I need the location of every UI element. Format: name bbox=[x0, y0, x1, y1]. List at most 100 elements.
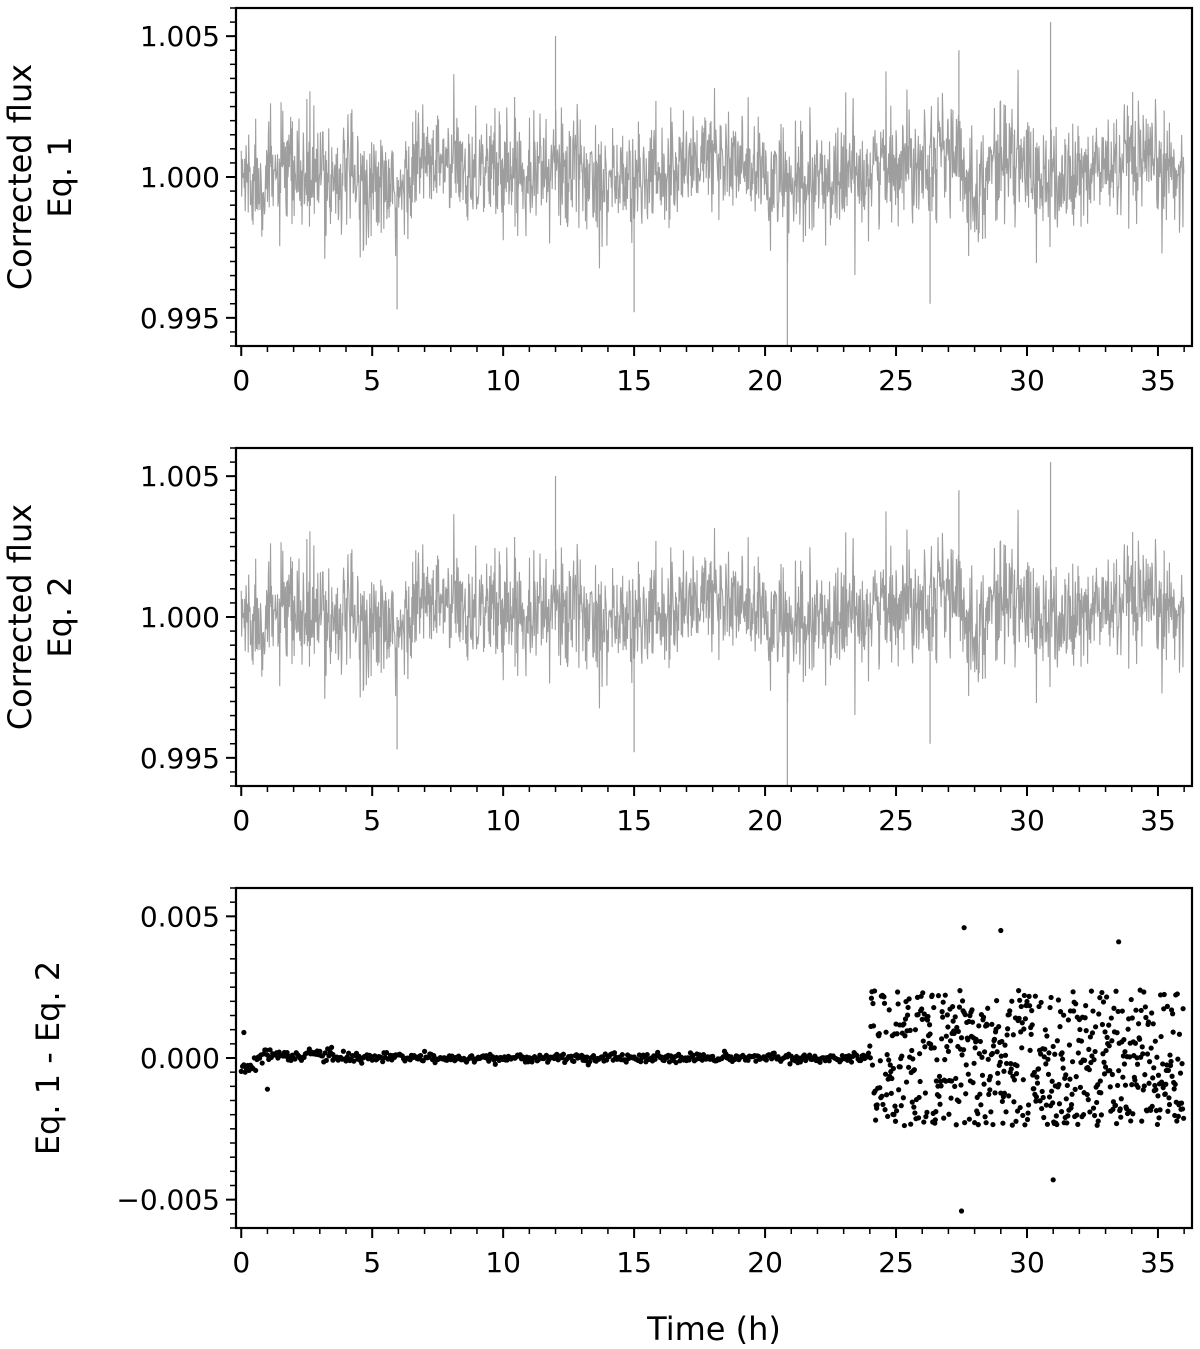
x-tick-label: 0 bbox=[232, 1246, 250, 1279]
data-point bbox=[1178, 1100, 1185, 1106]
data-point bbox=[990, 1121, 996, 1128]
panel-eq1-flux: 0 5 10 15 20 25 30 35 0.995 1.000 1.005 Corrected … bbox=[1, 6, 1194, 397]
data-point bbox=[1038, 999, 1044, 1006]
data-point bbox=[867, 1055, 873, 1061]
data-point bbox=[990, 1043, 997, 1049]
data-point bbox=[965, 1071, 971, 1077]
y-axis-label-line-2: Eq. 1 bbox=[41, 136, 79, 217]
data-point bbox=[1029, 1022, 1035, 1028]
data-point bbox=[1009, 1122, 1015, 1128]
axes: 0 5 10 15 20 25 30 35 0.995 1.000 1.005 bbox=[140, 447, 1185, 837]
data-point bbox=[1056, 1081, 1062, 1088]
data-point bbox=[1177, 1070, 1184, 1076]
data-point bbox=[1141, 1083, 1147, 1089]
data-point bbox=[922, 1044, 928, 1050]
data-point bbox=[380, 1059, 386, 1065]
data-point bbox=[1001, 1090, 1008, 1096]
data-point bbox=[238, 1068, 244, 1074]
panel-difference: 0 5 10 15 20 25 30 35 −0.005 0.000 0.005 Eq. 1 - E… bbox=[29, 886, 1194, 1279]
data-point bbox=[937, 1101, 943, 1107]
y-tick-label: 0.000 bbox=[140, 1042, 220, 1075]
data-point bbox=[874, 1102, 880, 1108]
y-axis-label: Eq. 1 - Eq. 2 bbox=[29, 961, 67, 1155]
data-point bbox=[895, 989, 901, 995]
data-point bbox=[907, 1027, 913, 1033]
data-point bbox=[1108, 1015, 1114, 1021]
data-point bbox=[1066, 1042, 1073, 1048]
data-point bbox=[942, 1057, 948, 1063]
data-point bbox=[1049, 1078, 1055, 1084]
data-point bbox=[1104, 994, 1110, 1000]
data-point bbox=[1152, 1038, 1158, 1044]
data-point bbox=[340, 1048, 346, 1054]
data-point bbox=[1121, 1061, 1128, 1067]
data-point bbox=[1022, 1122, 1028, 1128]
data-point bbox=[932, 1117, 938, 1123]
data-point bbox=[971, 1060, 977, 1066]
data-point bbox=[961, 1047, 967, 1053]
data-point bbox=[1035, 1066, 1042, 1072]
data-point bbox=[977, 1091, 983, 1097]
data-point bbox=[1044, 1121, 1051, 1127]
panel-eq2-flux: 0 5 10 15 20 25 30 35 0.995 1.000 1.005 Corrected … bbox=[1, 446, 1194, 837]
data-point bbox=[1097, 1078, 1103, 1084]
data-point bbox=[1011, 1099, 1017, 1105]
data-point bbox=[763, 1057, 769, 1063]
data-point bbox=[1033, 1094, 1040, 1100]
data-point bbox=[1077, 1026, 1083, 1033]
data-point bbox=[1164, 1003, 1170, 1009]
data-point bbox=[700, 1052, 707, 1058]
data-point bbox=[972, 1045, 978, 1051]
difference-series bbox=[238, 925, 1187, 1214]
data-point bbox=[690, 1052, 696, 1058]
data-point bbox=[1089, 1030, 1096, 1036]
data-point bbox=[892, 1103, 898, 1109]
x-tick-label: 0 bbox=[232, 804, 250, 837]
data-point bbox=[1025, 1102, 1032, 1108]
data-point bbox=[1053, 1113, 1059, 1119]
data-point bbox=[1019, 1020, 1025, 1026]
data-point bbox=[1028, 1031, 1034, 1037]
data-point bbox=[998, 1053, 1004, 1059]
data-point bbox=[928, 1041, 934, 1047]
data-point bbox=[264, 1052, 271, 1058]
data-point bbox=[1162, 1091, 1168, 1097]
data-point bbox=[897, 1064, 903, 1070]
data-point bbox=[1039, 1088, 1045, 1095]
data-point bbox=[1133, 1007, 1139, 1013]
data-point bbox=[1118, 1114, 1124, 1120]
data-point bbox=[958, 1208, 965, 1214]
data-point bbox=[1036, 1003, 1042, 1010]
data-point bbox=[1106, 1022, 1112, 1028]
data-point bbox=[1006, 1093, 1012, 1099]
data-point bbox=[1010, 1032, 1016, 1038]
data-point bbox=[1135, 1021, 1142, 1027]
data-point bbox=[946, 1111, 952, 1117]
data-point bbox=[1041, 1114, 1047, 1121]
data-point bbox=[939, 1009, 945, 1015]
data-point bbox=[1090, 1105, 1097, 1111]
data-point bbox=[917, 1078, 923, 1085]
data-point bbox=[1055, 997, 1062, 1003]
data-point bbox=[952, 1083, 958, 1089]
data-point bbox=[1022, 1016, 1029, 1022]
data-point bbox=[1139, 1044, 1145, 1050]
data-point bbox=[292, 1056, 298, 1062]
data-point bbox=[1151, 1065, 1157, 1071]
data-point bbox=[936, 1093, 942, 1099]
data-point bbox=[959, 998, 966, 1004]
data-point bbox=[902, 1016, 909, 1022]
data-point bbox=[1026, 993, 1032, 999]
data-point bbox=[1142, 1072, 1148, 1078]
data-point bbox=[934, 1057, 940, 1063]
data-point bbox=[1174, 1118, 1180, 1124]
data-point bbox=[948, 1095, 954, 1101]
x-tick-label: 0 bbox=[232, 364, 250, 397]
data-point bbox=[1181, 1115, 1187, 1121]
data-point bbox=[1113, 988, 1119, 994]
data-point bbox=[1098, 1090, 1104, 1096]
data-point bbox=[970, 1080, 976, 1086]
data-point bbox=[1139, 1118, 1145, 1124]
data-point bbox=[1017, 1104, 1023, 1111]
